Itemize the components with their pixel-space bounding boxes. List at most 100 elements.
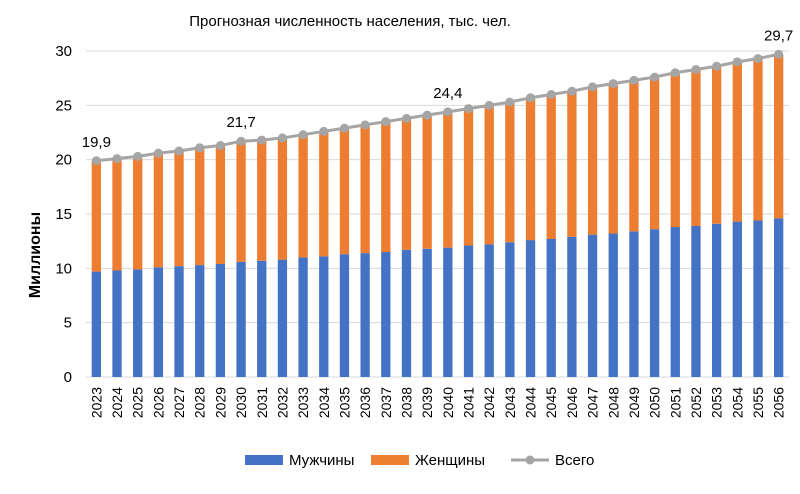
bar-men <box>257 260 267 377</box>
total-point <box>257 135 267 145</box>
x-tick-label: 2055 <box>750 387 766 418</box>
total-point <box>712 61 722 71</box>
legend: Мужчины Женщины Всего <box>245 452 594 469</box>
x-tick-label: 2032 <box>274 387 290 418</box>
legend-swatch <box>371 455 409 465</box>
y-tick-label: 5 <box>64 315 72 332</box>
total-point <box>546 89 556 99</box>
x-tick-label: 2024 <box>109 387 125 418</box>
data-label: 29,7 <box>764 27 793 44</box>
total-point <box>774 49 784 59</box>
total-point <box>650 72 660 82</box>
x-tick-label: 2050 <box>647 387 663 418</box>
bar-men <box>215 263 226 377</box>
bar-men <box>153 267 164 377</box>
y-tick-labels: 0 5 10 15 20 25 30 <box>55 43 72 386</box>
x-tick-label: 2052 <box>688 387 704 418</box>
bar-men <box>567 236 577 377</box>
bar-men <box>112 270 122 377</box>
bar-men <box>91 271 101 377</box>
total-point <box>484 100 494 110</box>
bar-men <box>670 227 680 377</box>
total-point <box>381 117 391 127</box>
y-tick-label: 10 <box>55 260 72 277</box>
x-tick-label: 2034 <box>316 387 332 418</box>
bars-group <box>91 54 784 377</box>
total-point <box>422 110 432 120</box>
bar-men <box>546 238 556 377</box>
x-tick-label: 2048 <box>605 387 621 418</box>
bar-women <box>670 72 680 228</box>
total-point <box>298 130 308 140</box>
bar-women <box>546 94 556 239</box>
x-tick-label: 2051 <box>667 387 683 418</box>
y-axis-label: Миллионы <box>27 212 44 298</box>
bar-men <box>319 256 329 377</box>
total-point <box>629 75 639 85</box>
bar-men <box>401 249 412 377</box>
bar-men <box>525 240 536 377</box>
bar-women <box>381 121 391 253</box>
legend-swatch <box>245 455 283 465</box>
total-point <box>567 86 577 96</box>
x-tick-label: 2056 <box>771 387 787 418</box>
total-point <box>443 107 453 117</box>
bar-women <box>401 118 412 250</box>
bar-men <box>691 225 701 377</box>
x-tick-label: 2047 <box>585 387 601 418</box>
bar-men <box>174 266 184 377</box>
bar-men <box>587 234 598 377</box>
x-tick-label: 2045 <box>543 387 559 418</box>
legend-marker <box>525 455 535 465</box>
x-tick-label: 2037 <box>378 387 394 418</box>
x-tick-label: 2023 <box>88 387 104 418</box>
x-tick-label: 2044 <box>523 387 539 418</box>
data-label: 19,9 <box>82 134 111 151</box>
legend-label: Всего <box>555 452 594 469</box>
total-point <box>588 82 598 92</box>
total-point <box>339 123 349 133</box>
bar-men <box>236 261 246 377</box>
bar-men <box>133 269 143 377</box>
bar-men <box>360 253 370 377</box>
bar-women <box>112 158 122 271</box>
x-tick-label: 2041 <box>461 387 477 418</box>
total-point <box>753 54 763 64</box>
x-tick-label: 2039 <box>419 387 435 418</box>
total-point <box>401 113 411 123</box>
total-point <box>91 156 101 166</box>
bar-men <box>195 265 205 377</box>
x-tick-label: 2036 <box>357 387 373 418</box>
x-tick-label: 2042 <box>481 387 497 418</box>
x-tick-label: 2025 <box>130 387 146 418</box>
x-tick-label: 2030 <box>233 387 249 418</box>
x-tick-label: 2029 <box>212 387 228 418</box>
total-point <box>360 120 370 130</box>
x-tick-labels: 2023 2024 2025 2026 2027 2028 2029 2030 2031 2032… <box>88 387 786 418</box>
bar-women <box>608 83 618 234</box>
bar-women <box>153 153 164 268</box>
bar-women <box>133 156 143 270</box>
y-tick-label: 25 <box>55 97 72 114</box>
bar-women <box>298 134 308 258</box>
data-labels: 19,9 21,7 24,4 29,7 <box>82 27 794 150</box>
x-tick-label: 2028 <box>192 387 208 418</box>
bar-women <box>753 58 763 221</box>
y-tick-label: 20 <box>55 152 72 169</box>
bar-men <box>381 252 391 377</box>
total-line <box>96 52 779 163</box>
chart-title: Прогнозная численность населения, тыс. ч… <box>189 13 511 30</box>
x-tick-label: 2054 <box>729 387 745 418</box>
bar-women <box>443 111 453 248</box>
legend-label: Женщины <box>415 452 485 469</box>
bar-men <box>277 259 288 377</box>
bar-men <box>649 229 660 377</box>
x-tick-label: 2040 <box>440 387 456 418</box>
total-line-group <box>91 49 784 166</box>
bar-women <box>587 86 598 235</box>
bar-women <box>774 54 784 219</box>
bar-women <box>567 91 577 237</box>
total-point <box>608 79 618 89</box>
x-tick-label: 2043 <box>502 387 518 418</box>
total-point <box>112 154 122 164</box>
